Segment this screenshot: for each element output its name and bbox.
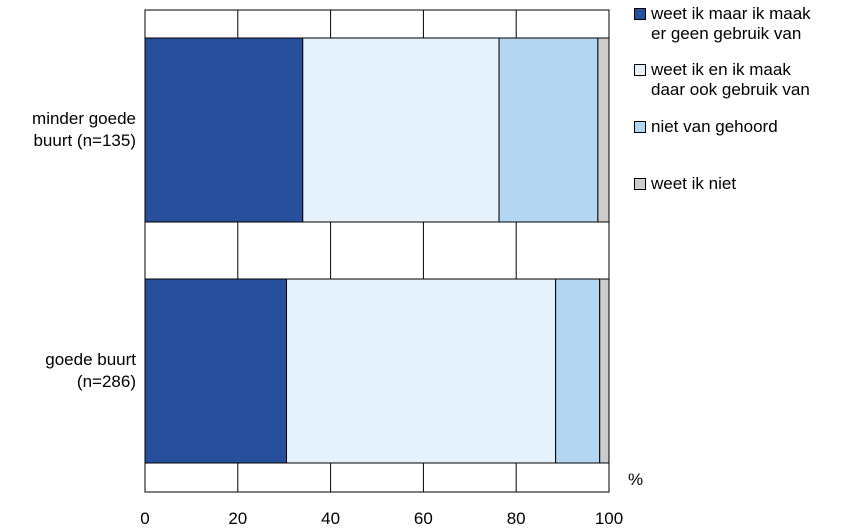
x-tick-label: 60 xyxy=(413,509,433,528)
legend-label: niet van gehoord xyxy=(651,117,778,136)
category-label: goede buurt (n=286) xyxy=(45,350,136,391)
legend-label: weet ik en ik maak daar ook gebruik van xyxy=(651,60,810,99)
x-tick-label: 0 xyxy=(140,509,150,528)
legend-label: weet ik maar ik maak er geen gebruik van xyxy=(651,4,811,43)
bar-segments xyxy=(144,37,610,464)
x-tick-label: 100 xyxy=(594,509,624,528)
bar-segment-cat0-series0 xyxy=(144,37,304,223)
bar-segment-cat1-series2 xyxy=(555,278,601,464)
bar-segment-cat0-series3 xyxy=(597,37,610,223)
bar-segment-cat1-series3 xyxy=(599,278,610,464)
legend-label: weet ik niet xyxy=(651,174,737,193)
legend-swatch xyxy=(634,8,646,20)
x-tick-label: 20 xyxy=(228,509,248,528)
x-tick-label: 40 xyxy=(321,509,341,528)
legend-swatch xyxy=(634,178,646,190)
x-unit-label: % xyxy=(628,470,644,489)
bar-segment-cat0-series2 xyxy=(498,37,599,223)
legend-swatch xyxy=(634,121,646,133)
bar-segment-cat0-series1 xyxy=(302,37,500,223)
legend-swatch xyxy=(634,64,646,76)
plot-frame xyxy=(144,9,610,493)
bar-segment-cat1-series1 xyxy=(286,278,557,464)
category-label: minder goede buurt (n=135) xyxy=(32,109,136,150)
x-tick-label: 80 xyxy=(506,509,526,528)
bar-segment-cat1-series0 xyxy=(144,278,288,464)
